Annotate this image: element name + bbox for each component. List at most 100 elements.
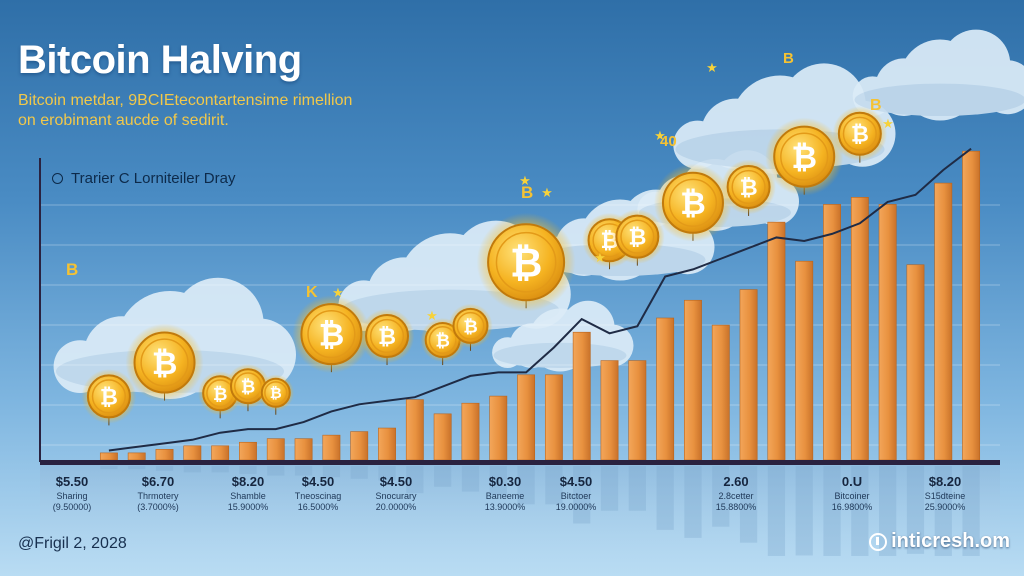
x-tick-note-1: Bitcoiner xyxy=(834,491,869,501)
x-tick-note-2: 15.8800% xyxy=(716,502,757,512)
bar-8 xyxy=(322,434,341,461)
bitcoin-symbol-icon: ₿ xyxy=(680,186,706,222)
bar-reflection-8 xyxy=(322,466,341,478)
bar-reflection-17 xyxy=(573,466,591,524)
footer-date: @Frigil 2, 2028 xyxy=(18,535,127,552)
bitcoin-coin-icon-12 xyxy=(661,171,724,234)
bar-21 xyxy=(684,299,702,461)
bar-26 xyxy=(823,204,841,461)
bar-12 xyxy=(433,413,452,461)
x-tick-note-2: (3.7000%) xyxy=(137,502,179,512)
bar-reflection-13 xyxy=(461,466,480,492)
bar-11 xyxy=(405,399,424,461)
x-tick-note-1: Baneeme xyxy=(486,491,525,501)
x-tick-note-2: (9.50000) xyxy=(53,502,92,512)
x-tick-note-1: Shamble xyxy=(230,491,266,501)
bar-reflection-4 xyxy=(211,466,229,473)
x-tick-note-1: S15dteine xyxy=(925,491,966,501)
bitcoin-coin-icon-13 xyxy=(726,164,771,209)
legend-label: Trarier C Lorniteiler Dray xyxy=(71,170,236,187)
bar-18 xyxy=(600,360,619,461)
x-tick-note-2: 20.0000% xyxy=(376,502,417,512)
coin-inner-ring xyxy=(456,311,485,340)
bar-reflection-21 xyxy=(684,466,702,538)
bar-7 xyxy=(294,438,313,461)
bar-reflection-7 xyxy=(294,466,313,476)
bitcoin-symbol-icon: ₿ xyxy=(241,377,256,398)
coins: ₿₿₿ ₿ ₿₿ ₿ ₿₿₿ ₿ ₿₿ ₿₿₿ xyxy=(81,106,888,426)
coin-inner-ring xyxy=(140,338,189,387)
sparkle-icon-1: ★ xyxy=(426,308,438,323)
bar-28 xyxy=(878,204,897,461)
bitcoin-coin-icon-6 xyxy=(365,314,410,359)
x-tick-note-2: 16.5000% xyxy=(298,502,339,512)
bar-reflection-27 xyxy=(851,466,869,556)
bitcoin-coin-icon-11 xyxy=(615,214,660,259)
bar-1 xyxy=(127,452,146,461)
bitcoin-symbol-icon: ₿ xyxy=(791,140,817,176)
bar-2 xyxy=(155,449,174,461)
bar-6 xyxy=(266,438,285,461)
bar-reflection-23 xyxy=(739,466,758,543)
bitcoin-symbol-icon: ₿ xyxy=(740,176,758,201)
axes xyxy=(39,158,1000,465)
bitcoin-coin-icon-14 xyxy=(773,125,836,188)
bitcoin-coin-icon-8 xyxy=(452,307,489,344)
bar-10 xyxy=(378,427,396,461)
brand-name: inticresh.om xyxy=(891,530,1010,552)
x-tick-value: $8.20 xyxy=(232,474,265,489)
annotation-4: 40 xyxy=(660,133,677,150)
bar-reflection-1 xyxy=(128,466,146,470)
annotations: B B K B 40 B xyxy=(66,50,882,301)
clouds xyxy=(53,29,1024,399)
bar-reflection-0 xyxy=(100,466,118,470)
bitcoin-symbol-icon: ₿ xyxy=(152,346,178,382)
bitcoin-symbol-icon: ₿ xyxy=(628,226,646,251)
trend-line xyxy=(108,147,972,452)
x-tick-note-2: 15.9000% xyxy=(228,502,269,512)
bitcoin-symbol-icon: ₿ xyxy=(213,384,228,405)
annotation-0: B xyxy=(66,260,78,279)
coin-inner-ring xyxy=(495,231,557,293)
sparkle-icon-6: ★ xyxy=(654,128,666,143)
x-tick-labels: $5.50 Sharing(9.50000) $6.70 Thrmotery(3.70… xyxy=(53,474,966,512)
bar-31 xyxy=(962,150,981,461)
coin-inner-ring xyxy=(620,219,655,254)
bar-30 xyxy=(934,182,953,461)
bitcoin-symbol-icon: ₿ xyxy=(435,331,450,352)
bar-reflection-25 xyxy=(795,466,813,556)
bar-20 xyxy=(656,317,675,461)
bars xyxy=(99,150,981,461)
coin-inner-ring xyxy=(668,178,718,227)
bar-reflection-18 xyxy=(600,466,619,511)
stars: ★ ★ ★ ★ ★ ★ ★ ★ xyxy=(332,60,894,323)
x-tick-note-1: Thrmotery xyxy=(137,491,179,501)
bitcoin-symbol-icon: ₿ xyxy=(510,241,543,287)
x-tick-note-2: 19.0000% xyxy=(556,502,597,512)
x-tick-value: $0.30 xyxy=(489,474,522,489)
legend: Trarier C Lorniteiler Dray xyxy=(52,170,235,187)
x-tick-note-2: 13.9000% xyxy=(485,502,526,512)
bitcoin-symbol-icon: ₿ xyxy=(851,123,869,148)
bar-reflection-2 xyxy=(155,466,174,471)
subtitle-line-2: on erobimant aucde of sedirit. xyxy=(18,112,229,129)
bitcoin-coin-icon-9 xyxy=(487,223,566,302)
x-tick-note-1: 2.8cetter xyxy=(718,491,753,501)
coin-inner-ring xyxy=(731,169,766,205)
annotation-2: K xyxy=(306,284,318,301)
reflection-band xyxy=(40,464,1000,574)
sparkle-icon-0: ★ xyxy=(594,250,606,265)
coin-inner-ring xyxy=(369,318,405,354)
bar-25 xyxy=(795,260,814,461)
bitcoin-coin-icon-4 xyxy=(260,377,291,408)
bar-reflection-26 xyxy=(823,466,841,556)
bar-19 xyxy=(628,360,647,461)
coin-inner-ring xyxy=(264,381,288,405)
x-tick-value: $8.20 xyxy=(929,474,962,489)
bar-reflection-6 xyxy=(267,466,285,476)
